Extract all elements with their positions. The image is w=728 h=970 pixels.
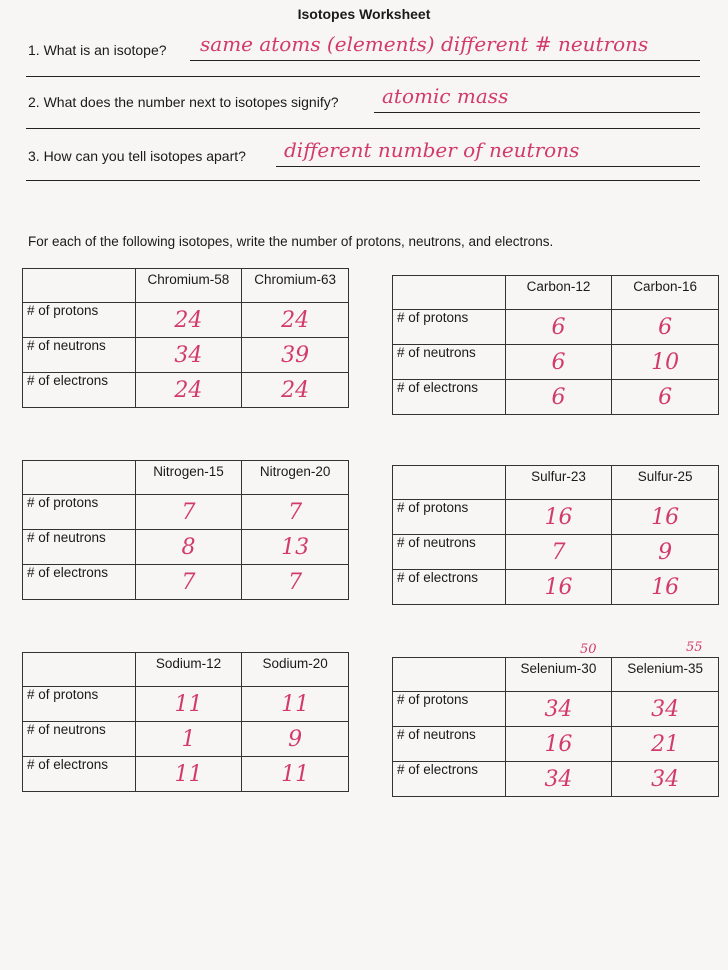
answer-line — [190, 60, 700, 61]
answer-cell[interactable]: 11 — [241, 756, 349, 792]
answer-cell[interactable]: 39 — [241, 337, 349, 373]
question-3: 3. How can you tell isotopes apart? — [28, 148, 246, 164]
answer-cell[interactable]: 34 — [611, 761, 719, 797]
answer-cell[interactable]: 6 — [504, 379, 613, 415]
row-label: # of electrons — [392, 569, 506, 605]
answer-3: different number of neutrons — [284, 138, 580, 162]
row-label: # of neutrons — [22, 337, 136, 373]
answer-1: same atoms (elements) different # neutro… — [200, 32, 649, 56]
answer-cell[interactable]: 6 — [504, 309, 613, 345]
answer-cell[interactable]: 7 — [134, 494, 243, 530]
answer-2: atomic mass — [382, 84, 509, 108]
answer-line — [26, 180, 700, 181]
row-label: # of protons — [392, 691, 506, 727]
answer-cell[interactable]: 9 — [611, 534, 719, 570]
answer-cell[interactable]: 13 — [241, 529, 349, 565]
answer-cell[interactable]: 16 — [504, 499, 613, 535]
row-label: # of neutrons — [392, 726, 506, 762]
answer-cell[interactable]: 7 — [134, 564, 243, 600]
answer-cell[interactable]: 11 — [241, 686, 349, 722]
answer-cell[interactable]: 24 — [134, 302, 243, 338]
answer-cell[interactable]: 16 — [611, 499, 719, 535]
answer-cell[interactable]: 16 — [504, 569, 613, 605]
answer-cell[interactable]: 10 — [611, 344, 719, 380]
isotope-header: Carbon-16 — [611, 275, 719, 310]
isotope-table: Sulfur-23 Sulfur-25 # of protons 16 16 # of n… — [392, 465, 719, 605]
row-label: # of neutrons — [392, 344, 506, 380]
isotope-header: Nitrogen-20 — [241, 460, 349, 495]
header-blank — [392, 275, 506, 310]
row-label: # of protons — [22, 494, 136, 530]
correction-note: 50 — [580, 642, 597, 657]
answer-cell[interactable]: 1 — [134, 721, 243, 757]
row-label: # of electrons — [392, 761, 506, 797]
answer-cell[interactable]: 34 — [134, 337, 243, 373]
answer-cell[interactable]: 7 — [504, 534, 613, 570]
answer-cell[interactable]: 16 — [611, 569, 719, 605]
header-blank — [22, 652, 136, 687]
isotope-table: Nitrogen-15 Nitrogen-20 # of protons 7 7 # of… — [22, 460, 349, 600]
row-label: # of protons — [392, 499, 506, 535]
answer-cell[interactable]: 7 — [241, 564, 349, 600]
header-blank — [392, 657, 506, 692]
isotope-table: Selenium-30 Selenium-35 # of protons 34 34 # … — [392, 657, 719, 797]
answer-cell[interactable]: 24 — [241, 372, 349, 408]
isotope-header: Carbon-12 — [504, 275, 613, 310]
row-label: # of electrons — [22, 372, 136, 408]
answer-line — [374, 112, 700, 113]
answer-cell[interactable]: 6 — [504, 344, 613, 380]
row-label: # of electrons — [22, 756, 136, 792]
isotope-header: Sulfur-23 — [504, 465, 613, 500]
answer-cell[interactable]: 11 — [134, 756, 243, 792]
isotope-header: Sodium-12 — [134, 652, 243, 687]
row-label: # of electrons — [22, 564, 136, 600]
answer-cell[interactable]: 34 — [611, 691, 719, 727]
answer-cell[interactable]: 8 — [134, 529, 243, 565]
isotope-header: Selenium-35 — [611, 657, 719, 692]
question-2: 2. What does the number next to isotopes… — [28, 94, 339, 110]
isotope-header: Selenium-30 — [504, 657, 613, 692]
row-label: # of neutrons — [392, 534, 506, 570]
isotope-table: Chromium-58 Chromium-63 # of protons 24 24 # … — [22, 268, 349, 408]
answer-line — [276, 166, 700, 167]
answer-cell[interactable]: 16 — [504, 726, 613, 762]
row-label: # of protons — [22, 686, 136, 722]
isotope-header: Sulfur-25 — [611, 465, 719, 500]
answer-line — [26, 128, 700, 129]
row-label: # of neutrons — [22, 529, 136, 565]
isotope-table: Carbon-12 Carbon-16 # of protons 6 6 # of neu… — [392, 275, 719, 415]
answer-cell[interactable]: 34 — [504, 691, 613, 727]
row-label: # of electrons — [392, 379, 506, 415]
answer-cell[interactable]: 11 — [134, 686, 243, 722]
isotope-header: Chromium-63 — [241, 268, 349, 303]
row-label: # of protons — [22, 302, 136, 338]
answer-cell[interactable]: 24 — [241, 302, 349, 338]
answer-cell[interactable]: 24 — [134, 372, 243, 408]
isotope-table: Sodium-12 Sodium-20 # of protons 11 11 # of n… — [22, 652, 349, 792]
header-blank — [22, 460, 136, 495]
question-1: 1. What is an isotope? — [28, 42, 167, 58]
answer-cell[interactable]: 7 — [241, 494, 349, 530]
isotope-header: Nitrogen-15 — [134, 460, 243, 495]
header-blank — [392, 465, 506, 500]
row-label: # of protons — [392, 309, 506, 345]
page-title: Isotopes Worksheet — [297, 6, 431, 22]
answer-cell[interactable]: 6 — [611, 309, 719, 345]
answer-cell[interactable]: 34 — [504, 761, 613, 797]
row-label: # of neutrons — [22, 721, 136, 757]
header-blank — [22, 268, 136, 303]
correction-note: 55 — [686, 640, 703, 655]
isotope-header: Chromium-58 — [134, 268, 243, 303]
answer-cell[interactable]: 6 — [611, 379, 719, 415]
answer-line — [26, 76, 700, 77]
isotope-header: Sodium-20 — [241, 652, 349, 687]
answer-cell[interactable]: 21 — [611, 726, 719, 762]
instructions: For each of the following isotopes, writ… — [28, 234, 554, 249]
answer-cell[interactable]: 9 — [241, 721, 349, 757]
